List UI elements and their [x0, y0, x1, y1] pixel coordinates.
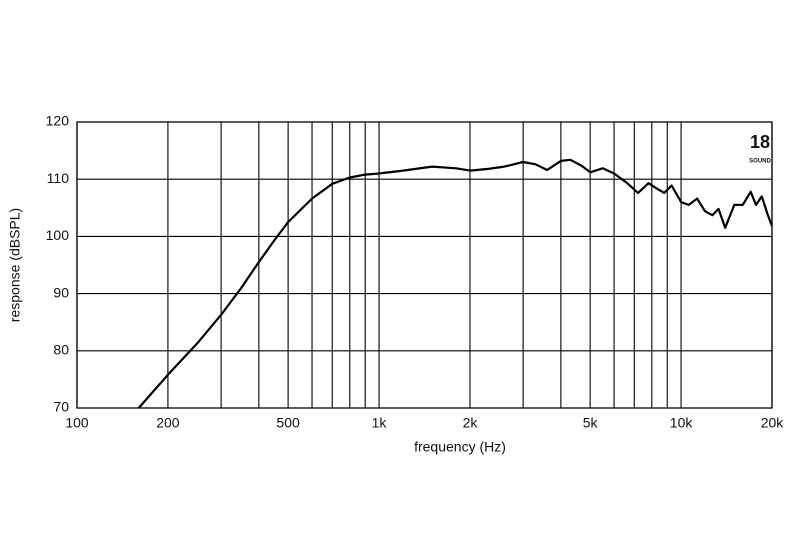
y-tick-label: 90 [53, 284, 69, 300]
logo-subtext: SOUND [749, 159, 771, 165]
y-tick-label: 70 [53, 399, 69, 415]
y-tick-label: 120 [46, 113, 70, 129]
x-tick-label: 100 [65, 415, 89, 431]
x-axis-label: frequency (Hz) [414, 439, 506, 455]
y-tick-label: 100 [46, 227, 70, 243]
x-tick-label: 2k [463, 415, 479, 431]
x-tick-label: 500 [276, 415, 300, 431]
response-curve [137, 158, 774, 409]
logo: 18 [750, 132, 770, 152]
y-axis-label: response (dBSPL) [7, 208, 23, 322]
x-tick-label: 5k [583, 415, 599, 431]
x-tick-label: 1k [372, 415, 388, 431]
x-tick-label: 20k [761, 415, 785, 431]
y-tick-label: 80 [53, 342, 69, 358]
y-tick-label: 110 [47, 170, 70, 186]
plot-frame [76, 121, 773, 409]
x-tick-label: 200 [156, 415, 180, 431]
x-tick-label: 10k [670, 415, 694, 431]
